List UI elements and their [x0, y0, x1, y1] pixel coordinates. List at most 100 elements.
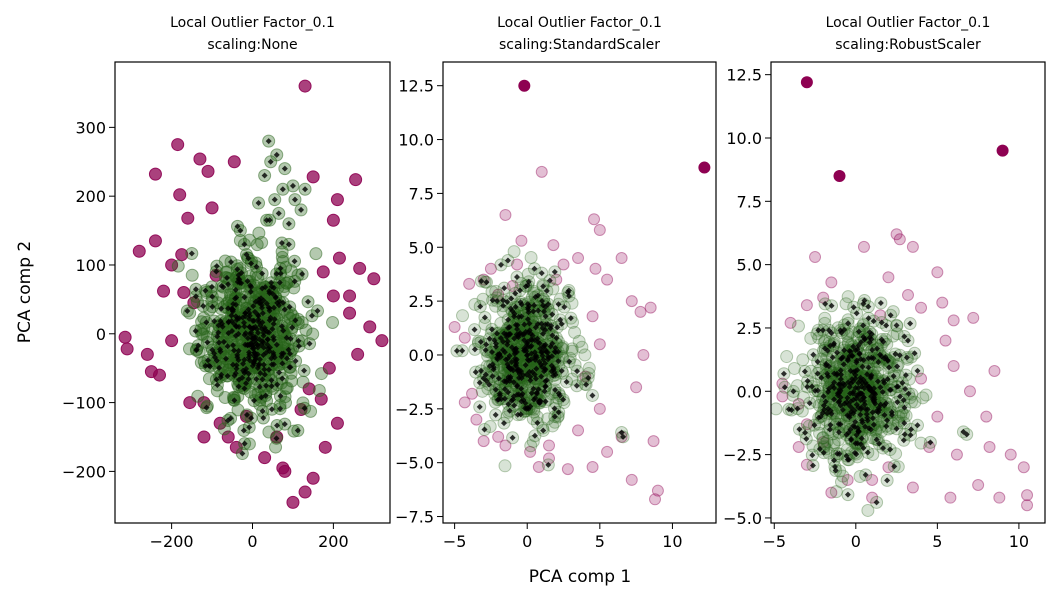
inlier-marker	[835, 429, 842, 436]
outlier-point	[874, 309, 887, 322]
inlier-marker	[831, 457, 838, 464]
inlier-marker	[870, 397, 877, 404]
inlier-marker	[223, 274, 230, 281]
outlier-point	[276, 461, 290, 475]
inlier-marker	[511, 310, 518, 317]
inlier-marker	[188, 250, 195, 257]
inlier-marker	[911, 350, 918, 357]
y-tick-label: 12.5	[398, 77, 434, 96]
inlier-marker	[476, 403, 483, 410]
inlier-marker	[278, 350, 285, 357]
outlier-point	[349, 173, 363, 187]
inlier-marker	[517, 299, 524, 306]
outlier-point	[330, 193, 344, 207]
y-tick-label: 2.5	[737, 319, 762, 338]
inlier-marker	[552, 349, 559, 356]
inlier-marker	[864, 449, 871, 456]
outlier-point	[947, 314, 960, 327]
inlier-point	[217, 422, 231, 436]
inlier-point	[541, 412, 555, 426]
inlier-marker	[542, 378, 549, 385]
x-tick-label: −5	[443, 532, 467, 551]
inlier-marker	[224, 372, 231, 379]
outlier-point	[615, 252, 628, 265]
outlier-point	[882, 271, 895, 284]
inlier-marker	[242, 330, 249, 337]
inlier-marker	[845, 379, 852, 386]
inlier-marker	[838, 329, 845, 336]
inlier-marker	[218, 305, 225, 312]
inlier-marker	[249, 317, 256, 324]
inlier-marker	[295, 343, 302, 350]
inlier-marker	[308, 312, 315, 319]
inlier-marker	[542, 313, 549, 320]
inlier-marker	[552, 344, 559, 351]
inlier-marker	[511, 402, 518, 409]
inlier-marker	[261, 324, 268, 331]
outlier-point	[950, 448, 963, 461]
inlier-marker	[542, 366, 549, 373]
inlier-marker	[216, 364, 223, 371]
inlier-point	[896, 408, 910, 422]
inlier-marker	[260, 329, 267, 336]
inlier-point	[806, 439, 820, 453]
inlier-marker	[480, 375, 487, 382]
inlier-marker	[811, 422, 818, 429]
outlier-point	[258, 451, 272, 465]
inlier-marker	[804, 378, 811, 385]
inlier-marker	[301, 367, 308, 374]
inlier-marker	[281, 165, 288, 172]
inlier-marker	[544, 349, 551, 356]
inlier-marker	[880, 377, 887, 384]
x-tick-label: 10	[662, 532, 682, 551]
inlier-marker	[510, 379, 517, 386]
inlier-point	[889, 447, 903, 461]
inlier-marker	[245, 370, 252, 377]
inlier-marker	[218, 371, 225, 378]
inlier-point	[326, 316, 340, 330]
inlier-marker	[517, 411, 524, 418]
inlier-marker	[877, 384, 884, 391]
inlier-marker	[844, 394, 851, 401]
inlier-marker	[820, 449, 827, 456]
outlier-point-strong	[698, 161, 711, 174]
inlier-point	[790, 379, 804, 393]
inlier-marker	[540, 427, 547, 434]
outlier-point	[1021, 499, 1034, 512]
inlier-marker	[540, 283, 547, 290]
inlier-marker	[299, 271, 306, 278]
inlier-marker	[894, 363, 901, 370]
inlier-marker	[270, 304, 277, 311]
inlier-marker	[274, 422, 281, 429]
inlier-marker	[874, 378, 881, 385]
outlier-point	[947, 359, 960, 372]
inlier-marker	[532, 375, 539, 382]
inlier-marker	[830, 340, 837, 347]
outlier-point	[972, 479, 985, 492]
inlier-marker	[488, 348, 495, 355]
inlier-marker	[243, 380, 250, 387]
outlier-point	[484, 262, 497, 275]
outlier-point	[298, 79, 312, 93]
x-tick-label: 200	[318, 532, 349, 551]
inlier-marker	[275, 302, 282, 309]
inlier-marker	[502, 356, 509, 363]
inlier-marker	[891, 463, 898, 470]
inlier-marker	[822, 398, 829, 405]
inlier-marker	[530, 385, 537, 392]
inlier-marker	[286, 364, 293, 371]
inlier-marker	[471, 346, 478, 353]
inlier-marker	[481, 426, 488, 433]
inlier-marker	[504, 298, 511, 305]
subplot-title-line1: Local Outlier Factor_0.1	[826, 15, 991, 31]
outlier-point	[353, 261, 367, 275]
inlier-marker	[828, 302, 835, 309]
inlier-marker	[527, 330, 534, 337]
inlier-point	[839, 297, 853, 311]
inlier-marker	[225, 330, 232, 337]
inlier-marker	[887, 312, 894, 319]
inlier-marker	[531, 265, 538, 272]
inlier-marker	[808, 383, 815, 390]
y-tick-label: 5.0	[409, 238, 434, 257]
inlier-marker	[865, 315, 872, 322]
